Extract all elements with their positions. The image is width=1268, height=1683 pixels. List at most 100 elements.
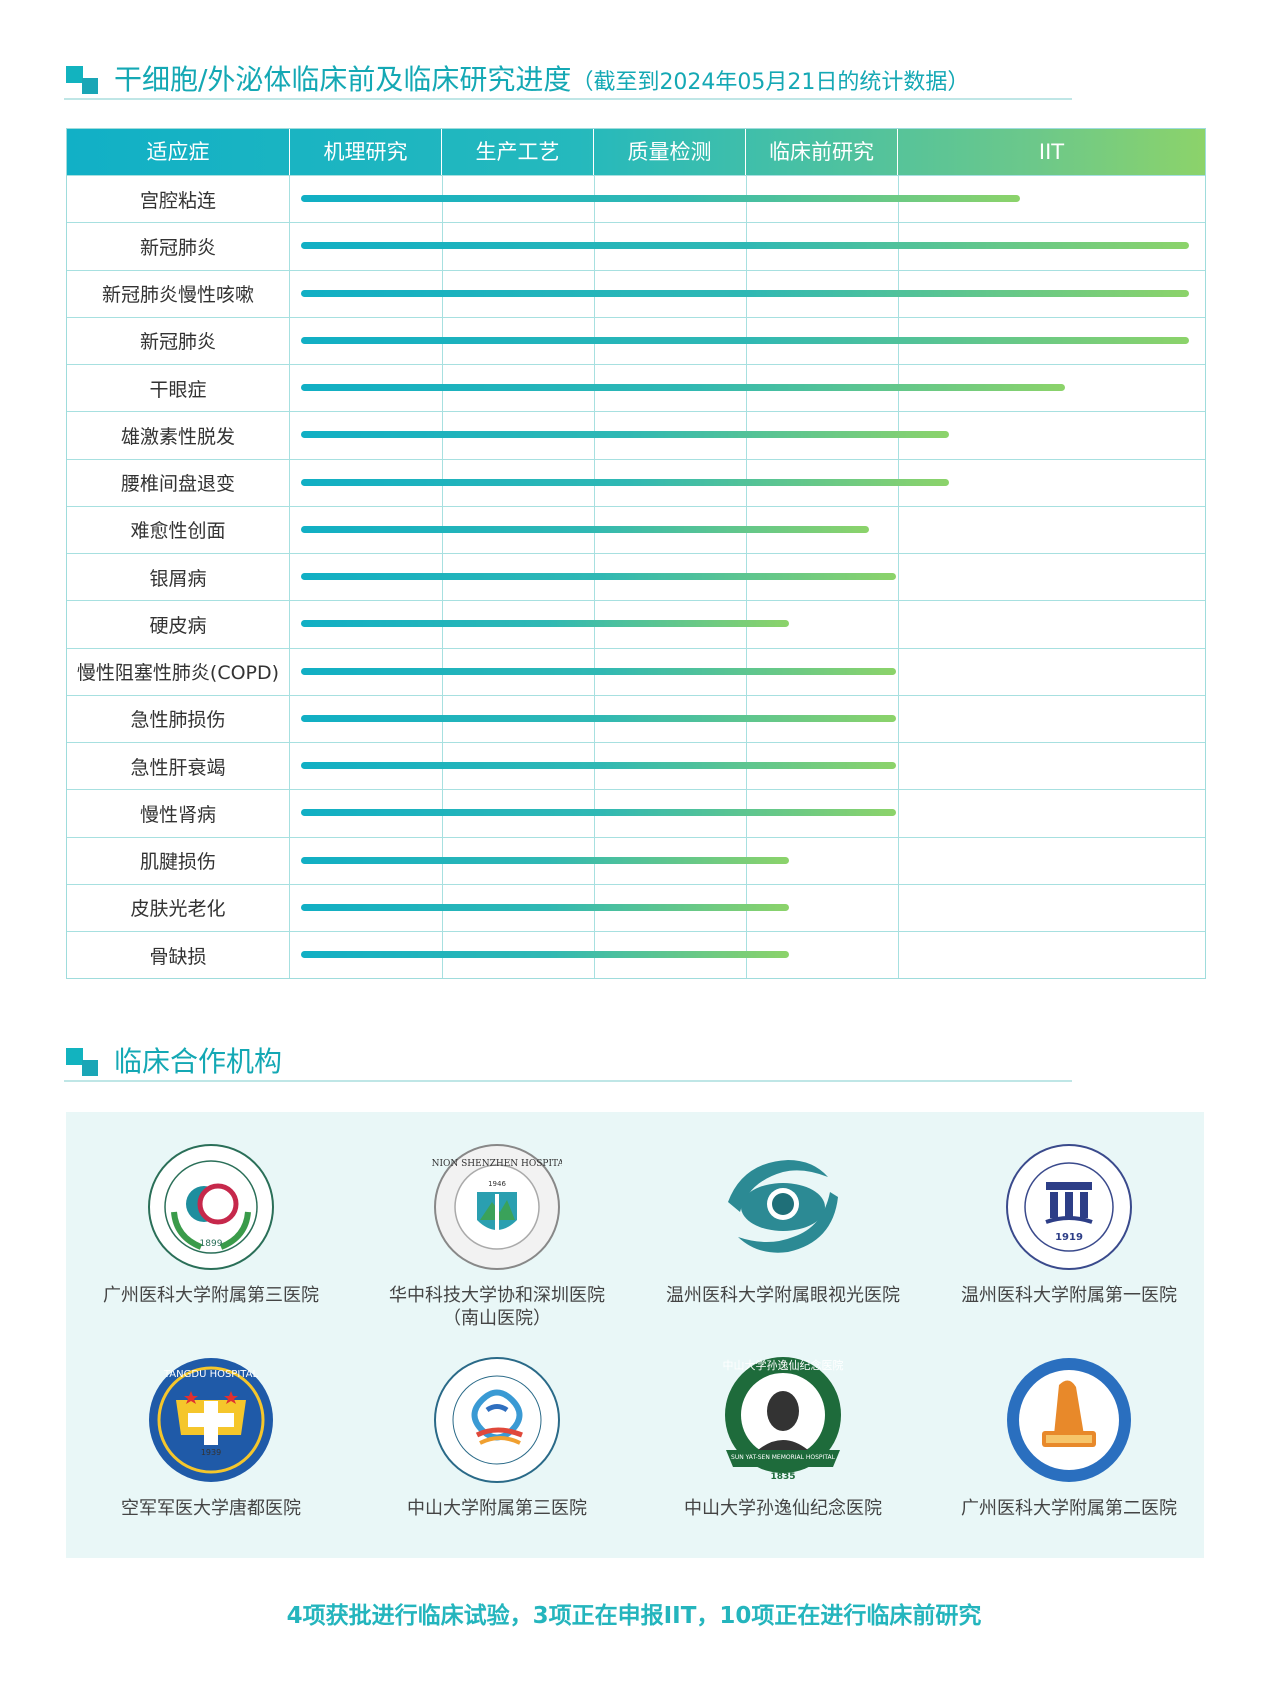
column-divider <box>898 506 899 553</box>
section-header-partners: 临床合作机构 <box>64 1040 1072 1082</box>
table-row: 硬皮病 <box>67 600 1205 648</box>
hospital-logo-icon <box>1007 1358 1131 1482</box>
org-card: 中山大学附属第三医院 <box>352 1355 642 1521</box>
table-row: 干眼症 <box>67 364 1205 412</box>
org-name: 温州医科大学附属眼视光医院 <box>666 1285 900 1306</box>
progress-bar <box>301 620 790 628</box>
header-mechanism: 机理研究 <box>290 129 442 175</box>
progress-bar <box>301 384 1065 392</box>
org-card: TANGDU HOSPITAL 1939 空军军医大学唐都医院 <box>66 1355 356 1521</box>
table-row: 肌腱损伤 <box>67 836 1205 884</box>
table-row: 急性肝衰竭 <box>67 742 1205 790</box>
column-divider <box>898 837 899 884</box>
indication-name: 慢性肾病 <box>67 790 290 837</box>
column-divider <box>898 743 899 790</box>
hospital-logo-icon: 1919 <box>1006 1144 1132 1270</box>
org-name: 广州医科大学附属第三医院 <box>103 1285 319 1306</box>
progress-bar <box>301 809 896 817</box>
indication-name: 干眼症 <box>67 365 290 412</box>
table-row: 新冠肺炎 <box>67 316 1205 364</box>
section-title: 临床合作机构 <box>114 1045 283 1078</box>
column-divider <box>898 554 899 601</box>
table-row: 腰椎间盘退变 <box>67 458 1205 506</box>
table-row: 慢性肾病 <box>67 789 1205 837</box>
table-row: 银屑病 <box>67 553 1205 601</box>
org-name: 温州医科大学附属第一医院 <box>961 1285 1177 1306</box>
indication-name: 新冠肺炎 <box>67 223 290 270</box>
progress-bar <box>301 431 950 439</box>
section-subtitle: （截至到2024年05月21日的统计数据） <box>571 70 970 95</box>
progress-bar <box>301 336 1189 344</box>
progress-bar <box>301 289 1189 297</box>
hospital-logo-icon: 1899 <box>148 1144 274 1270</box>
svg-text:1899: 1899 <box>200 1239 223 1249</box>
hospital-logo-icon <box>434 1357 560 1483</box>
progress-bar <box>301 242 1189 250</box>
table-body: 宫腔粘连 新冠肺炎 新冠肺炎慢性咳嗽 新冠肺炎 干眼症 雄激素性脱发 腰椎间盘退变 难愈性创面… <box>67 175 1205 979</box>
indication-name: 新冠肺炎 <box>67 317 290 364</box>
progress-table: 适应症 机理研究 生产工艺 质量检测 临床前研究 IIT 宫腔粘连 新冠肺炎 新冠肺… <box>66 128 1206 980</box>
table-row: 皮肤光老化 <box>67 883 1205 931</box>
progress-bar <box>301 195 1021 203</box>
column-divider <box>898 695 899 742</box>
section-marker-icon <box>82 1060 98 1076</box>
section-marker-icon <box>82 78 98 94</box>
indication-name: 新冠肺炎慢性咳嗽 <box>67 270 290 317</box>
table-row: 急性肺损伤 <box>67 694 1205 742</box>
indication-name: 肌腱损伤 <box>67 837 290 884</box>
hospital-logo-icon: UNION SHENZHEN HOSPITAL 1946 <box>432 1144 562 1270</box>
column-divider <box>898 790 899 837</box>
svg-text:UNION SHENZHEN HOSPITAL: UNION SHENZHEN HOSPITAL <box>432 1159 562 1169</box>
column-divider <box>898 601 899 648</box>
progress-bar <box>301 903 790 911</box>
progress-bar <box>301 667 896 675</box>
progress-bar <box>301 478 950 486</box>
svg-text:SUN YAT-SEN MEMORIAL HOSPITAL: SUN YAT-SEN MEMORIAL HOSPITAL <box>731 1454 836 1461</box>
org-card: 温州医科大学附属眼视光医院 <box>638 1142 928 1308</box>
hospital-logo-icon: 中山大学孙逸仙纪念医院 SUN YAT-SEN MEMORIAL HOSPITA… <box>723 1357 844 1482</box>
org-name-sub: （南山医院） <box>443 1308 551 1329</box>
org-card: 1899 广州医科大学附属第三医院 <box>66 1142 356 1308</box>
section-marker-icon <box>66 1048 83 1065</box>
org-card: 中山大学孙逸仙纪念医院 SUN YAT-SEN MEMORIAL HOSPITA… <box>638 1355 928 1521</box>
header-preclinical: 临床前研究 <box>746 129 898 175</box>
summary-text: 4项获批进行临床试验，3项正在申报IIT，10项正在进行临床前研究 <box>286 1603 982 1629</box>
indication-name: 急性肝衰竭 <box>67 743 290 790</box>
org-card: UNION SHENZHEN HOSPITAL 1946 华中科技大学协和深圳医… <box>352 1142 642 1330</box>
indication-name: 急性肺损伤 <box>67 695 290 742</box>
table-row: 新冠肺炎慢性咳嗽 <box>67 269 1205 317</box>
org-name: 广州医科大学附属第二医院 <box>961 1498 1177 1519</box>
table-header: 适应症 机理研究 生产工艺 质量检测 临床前研究 IIT <box>67 129 1205 175</box>
header-quality: 质量检测 <box>594 129 746 175</box>
org-name: 华中科技大学协和深圳医院 <box>389 1285 605 1306</box>
svg-text:1939: 1939 <box>201 1448 221 1457</box>
eye-logo-icon <box>728 1160 838 1253</box>
org-card: 1919 温州医科大学附属第一医院 <box>924 1142 1214 1308</box>
indication-name: 雄激素性脱发 <box>67 412 290 459</box>
section-title: 干细胞/外泌体临床前及临床研究进度（截至到2024年05月21日的统计数据） <box>114 58 969 98</box>
table-row: 新冠肺炎 <box>67 222 1205 270</box>
indication-name: 皮肤光老化 <box>67 884 290 931</box>
progress-bar <box>301 856 790 864</box>
svg-text:TANGDU HOSPITAL: TANGDU HOSPITAL <box>163 1369 258 1380</box>
hospital-logo-icon: TANGDU HOSPITAL 1939 <box>149 1358 273 1482</box>
progress-bar <box>301 573 896 581</box>
indication-name: 宫腔粘连 <box>67 176 290 223</box>
progress-bar <box>301 762 896 770</box>
table-row: 雄激素性脱发 <box>67 411 1205 459</box>
indication-name: 腰椎间盘退变 <box>67 459 290 506</box>
table-row: 慢性阻塞性肺炎(COPD) <box>67 647 1205 695</box>
section-title-text: 干细胞/外泌体临床前及临床研究进度 <box>114 63 572 96</box>
column-divider <box>898 884 899 931</box>
svg-text:1835: 1835 <box>770 1472 795 1482</box>
column-divider <box>898 648 899 695</box>
column-divider <box>898 932 899 979</box>
org-name: 空军军医大学唐都医院 <box>121 1498 301 1519</box>
svg-text:中山大学孙逸仙纪念医院: 中山大学孙逸仙纪念医院 <box>723 1358 844 1372</box>
table-row: 宫腔粘连 <box>67 175 1205 223</box>
header-indication: 适应症 <box>67 129 290 175</box>
svg-text:1919: 1919 <box>1055 1232 1083 1243</box>
progress-bar <box>301 714 896 722</box>
progress-bar <box>301 525 870 533</box>
indication-name: 慢性阻塞性肺炎(COPD) <box>67 648 290 695</box>
